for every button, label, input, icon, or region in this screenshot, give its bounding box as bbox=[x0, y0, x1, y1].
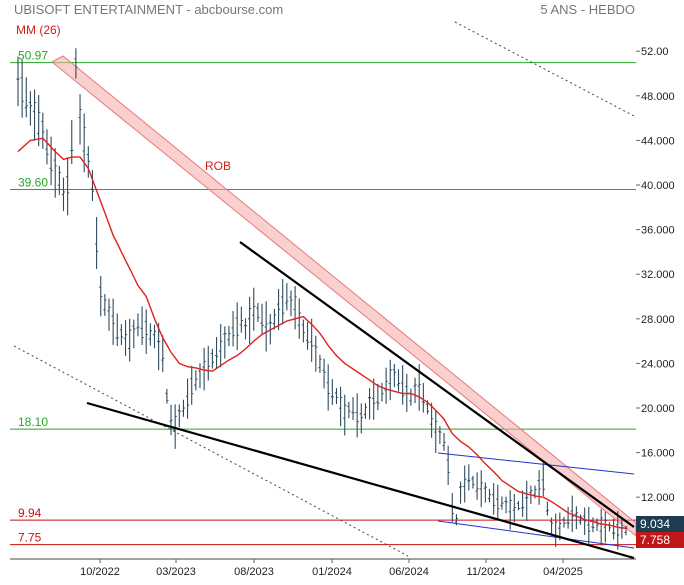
channel-upper-line bbox=[437, 452, 635, 475]
level-labels: 50.97 39.60 18.10 9.94 7.75 bbox=[18, 49, 48, 545]
y-axis: 52.00 48.000 44.000 40.000 36.000 32.000 28.00… bbox=[636, 46, 675, 504]
x-tick-label: 04/2025 bbox=[543, 566, 583, 578]
rob-annotation: ROB bbox=[205, 159, 231, 173]
ma-legend: MM (26) bbox=[16, 23, 61, 37]
x-tick-label: 11/2024 bbox=[467, 566, 506, 578]
low-price-label: 7.758 bbox=[640, 533, 670, 547]
y-tick-label: 28.000 bbox=[641, 314, 675, 326]
y-tick-label: 40.000 bbox=[641, 180, 675, 192]
level-label-1: 39.60 bbox=[18, 175, 48, 189]
level-label-3: 9.94 bbox=[18, 506, 42, 520]
y-tick-label: 12.000 bbox=[641, 492, 675, 504]
y-tick-label: 44.000 bbox=[641, 135, 675, 147]
resistance-trendline bbox=[239, 241, 635, 528]
y-tick-label: 52.00 bbox=[641, 46, 669, 58]
chart-title: UBISOFT ENTERTAINMENT - abcbourse.com bbox=[14, 2, 283, 17]
rob-band bbox=[51, 55, 636, 537]
support-trendline bbox=[86, 401, 635, 559]
level-label-4: 7.75 bbox=[18, 531, 42, 545]
y-tick-label: 48.000 bbox=[641, 91, 675, 103]
x-tick-label: 10/2022 bbox=[80, 566, 120, 578]
current-price-label: 9.034 bbox=[640, 517, 670, 531]
x-tick-label: 08/2023 bbox=[234, 566, 274, 578]
y-tick-label: 36.000 bbox=[641, 225, 675, 237]
moving-average-line bbox=[17, 137, 627, 530]
x-tick-label: 01/2024 bbox=[312, 566, 352, 578]
level-label-0: 50.97 bbox=[18, 49, 48, 63]
x-tick-label: 06/2024 bbox=[389, 566, 429, 578]
current-price-badge bbox=[636, 516, 684, 532]
period-label: 5 ANS - HEBDO bbox=[540, 2, 635, 17]
level-label-2: 18.10 bbox=[18, 415, 48, 429]
low-price-badge bbox=[636, 532, 684, 548]
y-tick-label: 16.000 bbox=[641, 448, 675, 460]
y-tick-label: 32.000 bbox=[641, 269, 675, 281]
x-axis: 10/2022 03/2023 08/2023 01/2024 06/2024 11/20… bbox=[80, 559, 583, 578]
plot-layer bbox=[10, 21, 636, 559]
y-tick-label: 24.000 bbox=[641, 358, 675, 370]
upper-dotted-trendline bbox=[454, 21, 635, 117]
x-tick-label: 03/2023 bbox=[156, 566, 196, 578]
y-tick-label: 20.000 bbox=[641, 403, 675, 415]
